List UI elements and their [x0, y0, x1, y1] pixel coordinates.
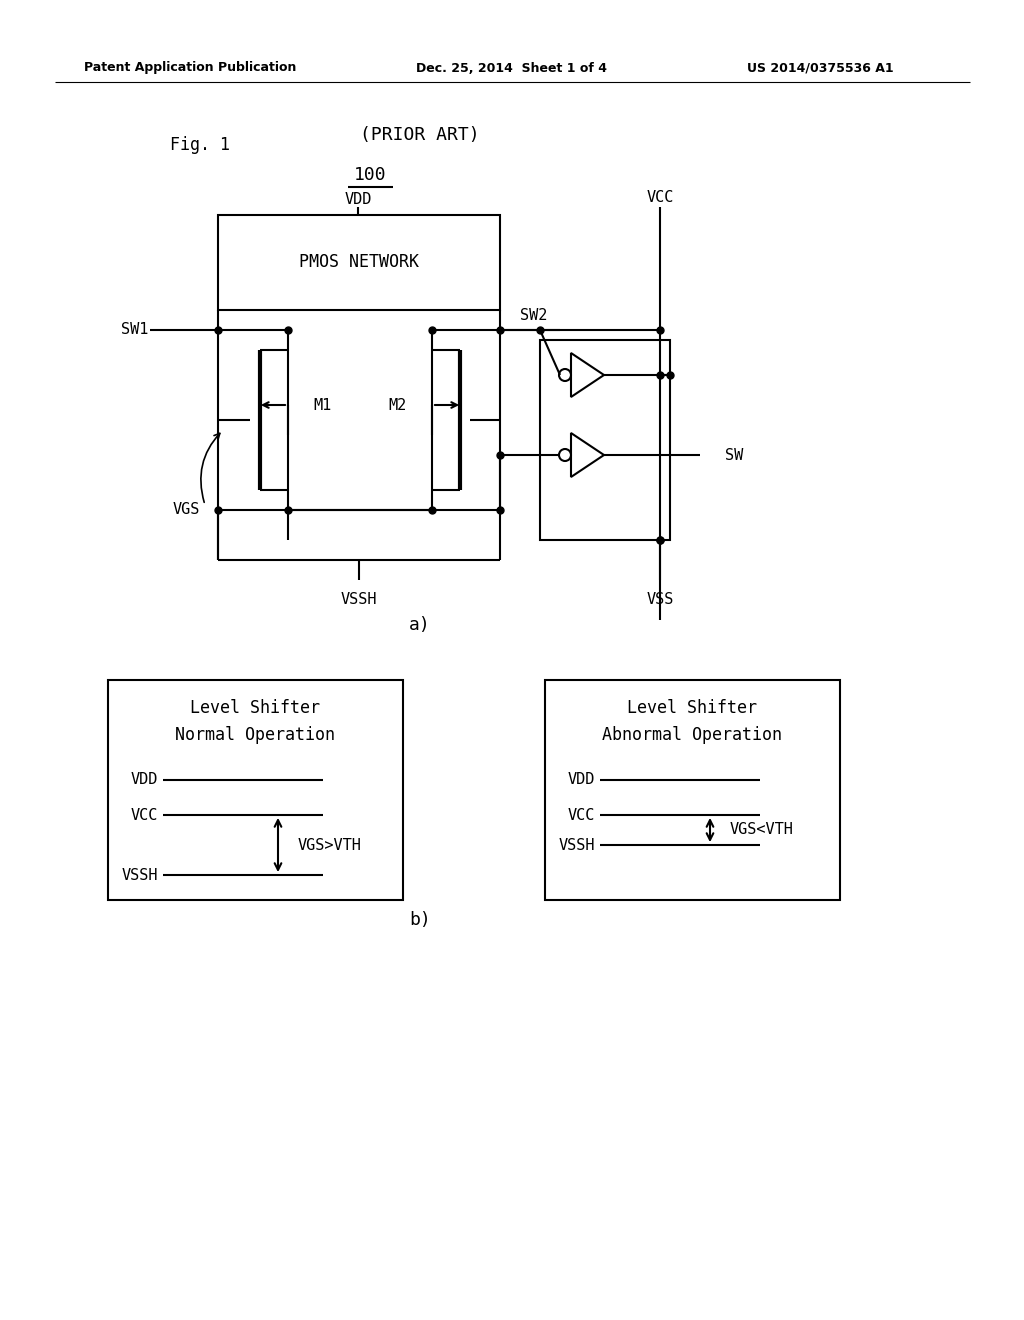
Text: b): b) — [410, 911, 431, 929]
Text: VSSH: VSSH — [122, 867, 158, 883]
Bar — [218, 215, 500, 310]
Text: Dec. 25, 2014  Sheet 1 of 4: Dec. 25, 2014 Sheet 1 of 4 — [417, 62, 607, 74]
Text: Fig. 1: Fig. 1 — [170, 136, 230, 154]
Text: SW1: SW1 — [121, 322, 148, 338]
Text: VCC: VCC — [131, 808, 158, 822]
Text: VGS: VGS — [173, 503, 200, 517]
Bar — [540, 341, 670, 540]
Text: VSS: VSS — [646, 593, 674, 607]
Text: VCC: VCC — [646, 190, 674, 205]
Bar — [545, 680, 840, 900]
Text: VGS<VTH: VGS<VTH — [730, 822, 794, 837]
Text: Level Shifter: Level Shifter — [627, 700, 757, 717]
Bar — [108, 680, 403, 900]
Text: PMOS NETWORK: PMOS NETWORK — [299, 253, 419, 271]
Text: SW: SW — [725, 447, 743, 462]
Text: VCC: VCC — [567, 808, 595, 822]
Text: Abnormal Operation: Abnormal Operation — [602, 726, 782, 744]
Text: (PRIOR ART): (PRIOR ART) — [360, 125, 480, 144]
Text: Patent Application Publication: Patent Application Publication — [84, 62, 296, 74]
Text: Level Shifter: Level Shifter — [190, 700, 319, 717]
Text: VSSH: VSSH — [558, 837, 595, 853]
Text: M1: M1 — [313, 397, 331, 412]
Text: a): a) — [410, 616, 431, 634]
Text: US 2014/0375536 A1: US 2014/0375536 A1 — [746, 62, 893, 74]
Text: VGS>VTH: VGS>VTH — [298, 837, 361, 853]
Text: VDD: VDD — [567, 772, 595, 788]
Text: M2: M2 — [389, 397, 407, 412]
Text: 100: 100 — [353, 166, 386, 183]
Text: VDD: VDD — [344, 193, 372, 207]
Text: VSSH: VSSH — [341, 593, 377, 607]
Text: SW2: SW2 — [520, 309, 548, 323]
Text: VDD: VDD — [131, 772, 158, 788]
Text: Normal Operation: Normal Operation — [175, 726, 335, 744]
